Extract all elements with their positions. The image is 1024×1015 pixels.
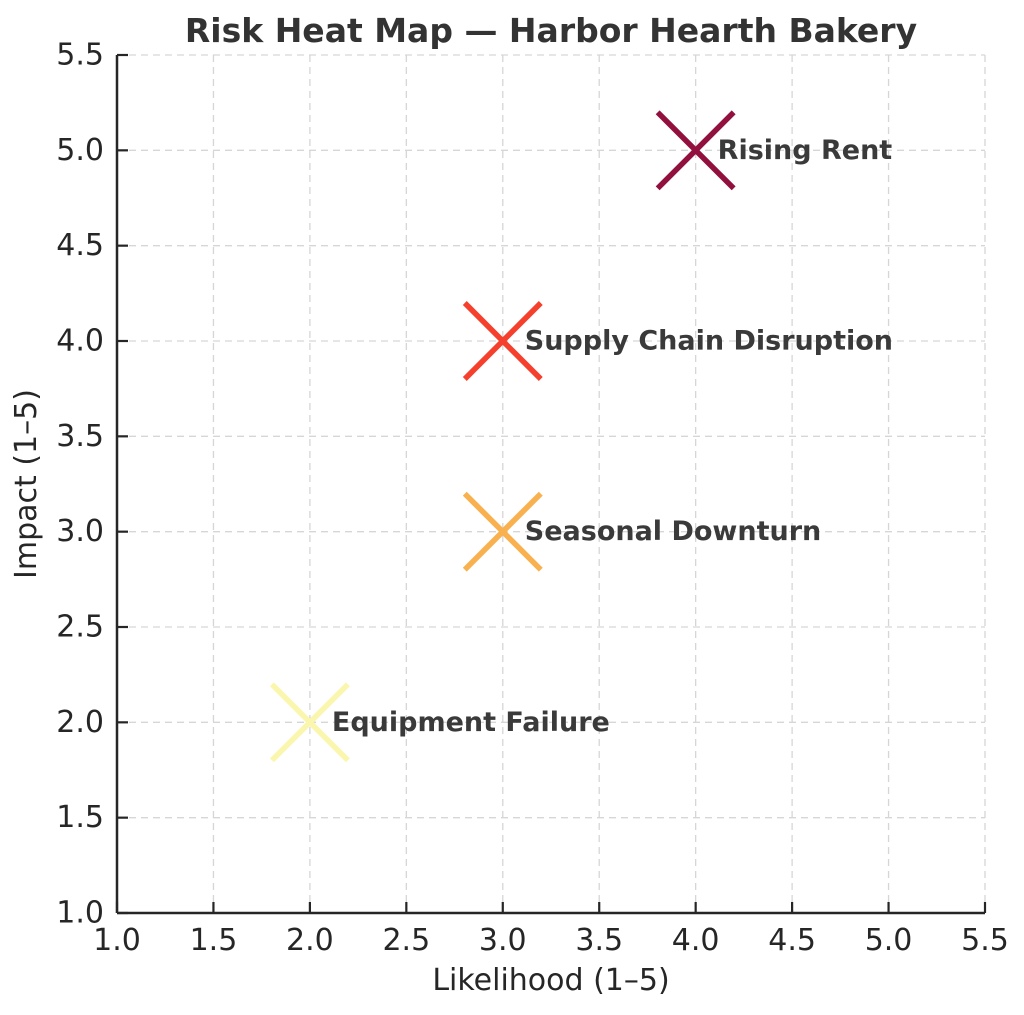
grid-layer	[116, 54, 986, 914]
y-tick-label: 1.5	[56, 800, 104, 835]
y-tick-label: 5.5	[56, 38, 104, 73]
data-point-rising-rent: Rising Rent	[655, 110, 893, 191]
x-marker-icon	[269, 682, 350, 763]
y-tick-label: 5.0	[56, 133, 104, 168]
x-tick-label: 5.5	[961, 923, 1009, 958]
data-points-layer: Rising Rent Supply Chain Disruption Season…	[269, 110, 893, 763]
x-tick-label: 4.5	[768, 923, 816, 958]
x-marker-icon	[655, 110, 736, 191]
y-tick-label: 2.5	[56, 610, 104, 645]
data-point-seasonal-downturn: Seasonal Downturn	[462, 491, 822, 572]
x-tick-label: 2.5	[382, 923, 430, 958]
x-tick-label: 4.0	[672, 923, 720, 958]
y-tick-label: 2.0	[56, 705, 104, 740]
axis-layer: 1.0 1.5 2.0 2.5 3.0 3.5 4.0 4.5 5.0 5.5 1.0 1.5 2.0 2…	[56, 38, 1009, 959]
data-point-label: Rising Rent	[718, 135, 893, 166]
x-tick-label: 3.0	[479, 923, 527, 958]
data-point-label: Equipment Failure	[332, 707, 610, 738]
x-tick-label: 1.5	[190, 923, 238, 958]
x-tick-label: 3.5	[575, 923, 623, 958]
y-tick-label: 4.0	[56, 324, 104, 359]
data-point-equipment-failure: Equipment Failure	[269, 682, 610, 763]
x-tick-label: 5.0	[865, 923, 913, 958]
chart-title: Risk Heat Map — Harbor Hearth Bakery	[185, 11, 917, 50]
y-tick-label: 3.5	[56, 419, 104, 454]
x-marker-icon	[462, 301, 543, 381]
x-marker-icon	[462, 491, 543, 572]
x-tick-label: 1.0	[93, 923, 141, 958]
data-point-supply-chain-disruption: Supply Chain Disruption	[462, 301, 893, 381]
y-tick-label: 4.5	[56, 228, 104, 263]
data-point-label: Supply Chain Disruption	[525, 326, 893, 357]
y-axis-label: Impact (1–5)	[9, 389, 44, 579]
y-tick-label: 1.0	[56, 896, 104, 931]
y-tick-label: 3.0	[56, 514, 104, 549]
data-point-label: Seasonal Downturn	[525, 516, 822, 547]
x-tick-label: 2.0	[286, 923, 334, 958]
x-axis-label: Likelihood (1–5)	[432, 963, 669, 998]
